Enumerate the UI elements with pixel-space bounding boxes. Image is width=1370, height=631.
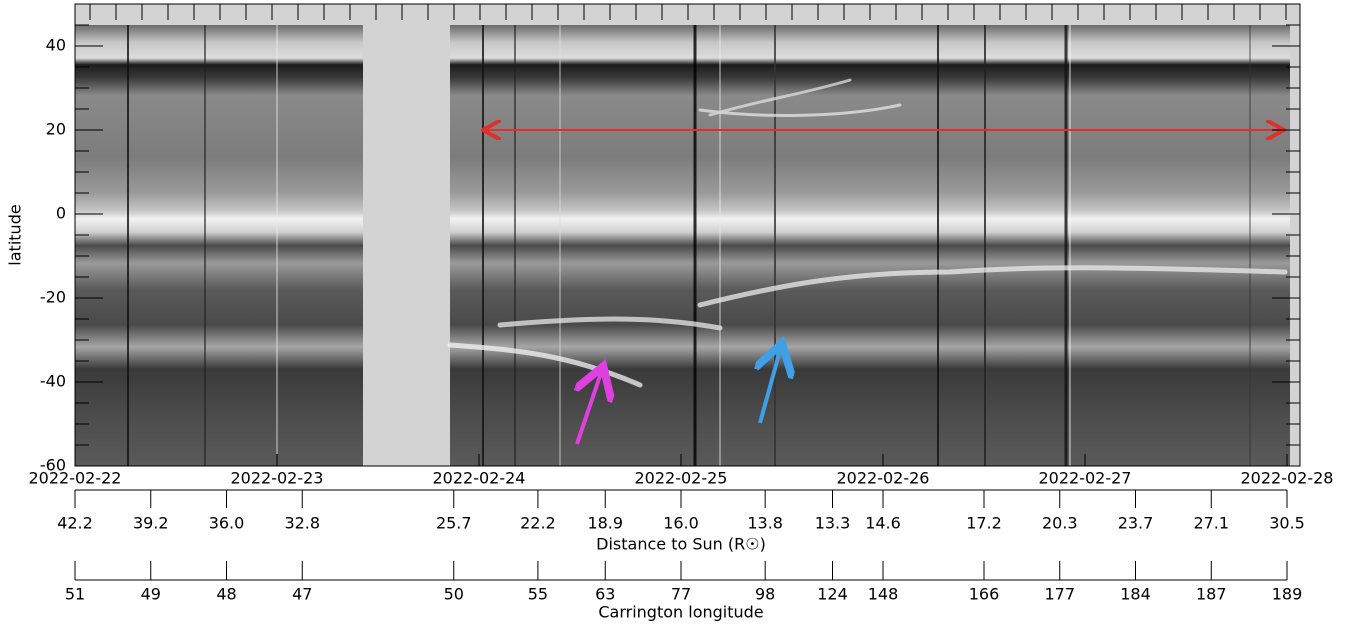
secondary-tick-label: 18.9 bbox=[587, 514, 623, 533]
secondary-tick-label: 47 bbox=[292, 585, 312, 604]
x-tick-label: 2022-02-27 bbox=[1039, 469, 1132, 488]
secondary-tick-label: 42.2 bbox=[57, 514, 93, 533]
secondary-tick-label: 48 bbox=[216, 585, 236, 604]
x-tick-label: 2022-02-26 bbox=[837, 469, 930, 488]
y-axis-label: latitude bbox=[6, 204, 25, 265]
secondary-tick-label: 17.2 bbox=[966, 514, 1002, 533]
secondary-tick-label: 49 bbox=[141, 585, 161, 604]
secondary-tick-label: 36.0 bbox=[209, 514, 245, 533]
secondary-tick-label: 16.0 bbox=[663, 514, 699, 533]
x-tick-label: 2022-02-23 bbox=[231, 469, 324, 488]
secondary-tick-label: 189 bbox=[1272, 585, 1303, 604]
secondary-tick-label: 14.6 bbox=[865, 514, 901, 533]
y-tick-label: -20 bbox=[40, 288, 66, 307]
secondary-tick-label: 148 bbox=[868, 585, 899, 604]
secondary-tick-label: 166 bbox=[969, 585, 1000, 604]
x-tick-label: 2022-02-24 bbox=[433, 469, 526, 488]
secondary-tick-label: 13.3 bbox=[815, 514, 851, 533]
y-tick-label: 20 bbox=[46, 120, 66, 139]
secondary-tick-label: 50 bbox=[444, 585, 464, 604]
y-tick-label: 40 bbox=[46, 36, 66, 55]
annotation-arrow bbox=[760, 347, 781, 424]
secondary-tick-label: 13.8 bbox=[747, 514, 783, 533]
secondary-tick-label: 184 bbox=[1120, 585, 1151, 604]
data-gap bbox=[363, 25, 450, 466]
annotation-arrow bbox=[577, 370, 602, 445]
x-tick-label: 2022-02-25 bbox=[635, 469, 728, 488]
secondary-tick-label: 30.5 bbox=[1269, 514, 1305, 533]
secondary-tick-label: 98 bbox=[755, 585, 775, 604]
latitude-image bbox=[75, 25, 1290, 466]
y-tick-label: 0 bbox=[56, 204, 66, 223]
y-tick-label: -40 bbox=[40, 372, 66, 391]
secondary-axis-label: Distance to Sun (R☉) bbox=[596, 535, 766, 554]
secondary-tick-label: 25.7 bbox=[436, 514, 472, 533]
secondary-tick-label: 22.2 bbox=[520, 514, 556, 533]
secondary-tick-label: 77 bbox=[671, 585, 691, 604]
x-tick-label: 2022-02-28 bbox=[1241, 469, 1334, 488]
secondary-tick-label: 27.1 bbox=[1193, 514, 1229, 533]
y-tick-label: -60 bbox=[40, 456, 66, 475]
secondary-tick-label: 187 bbox=[1196, 585, 1227, 604]
secondary-tick-label: 63 bbox=[595, 585, 615, 604]
secondary-axis-label: Carrington longitude bbox=[598, 603, 763, 622]
x-tick-label: 2022-02-22 bbox=[29, 469, 122, 488]
secondary-tick-label: 55 bbox=[528, 585, 548, 604]
secondary-tick-label: 32.8 bbox=[284, 514, 320, 533]
secondary-tick-label: 124 bbox=[817, 585, 848, 604]
secondary-tick-label: 39.2 bbox=[133, 514, 169, 533]
secondary-tick-label: 20.3 bbox=[1042, 514, 1078, 533]
secondary-tick-label: 23.7 bbox=[1118, 514, 1154, 533]
secondary-tick-label: 177 bbox=[1044, 585, 1075, 604]
secondary-tick-label: 51 bbox=[65, 585, 85, 604]
